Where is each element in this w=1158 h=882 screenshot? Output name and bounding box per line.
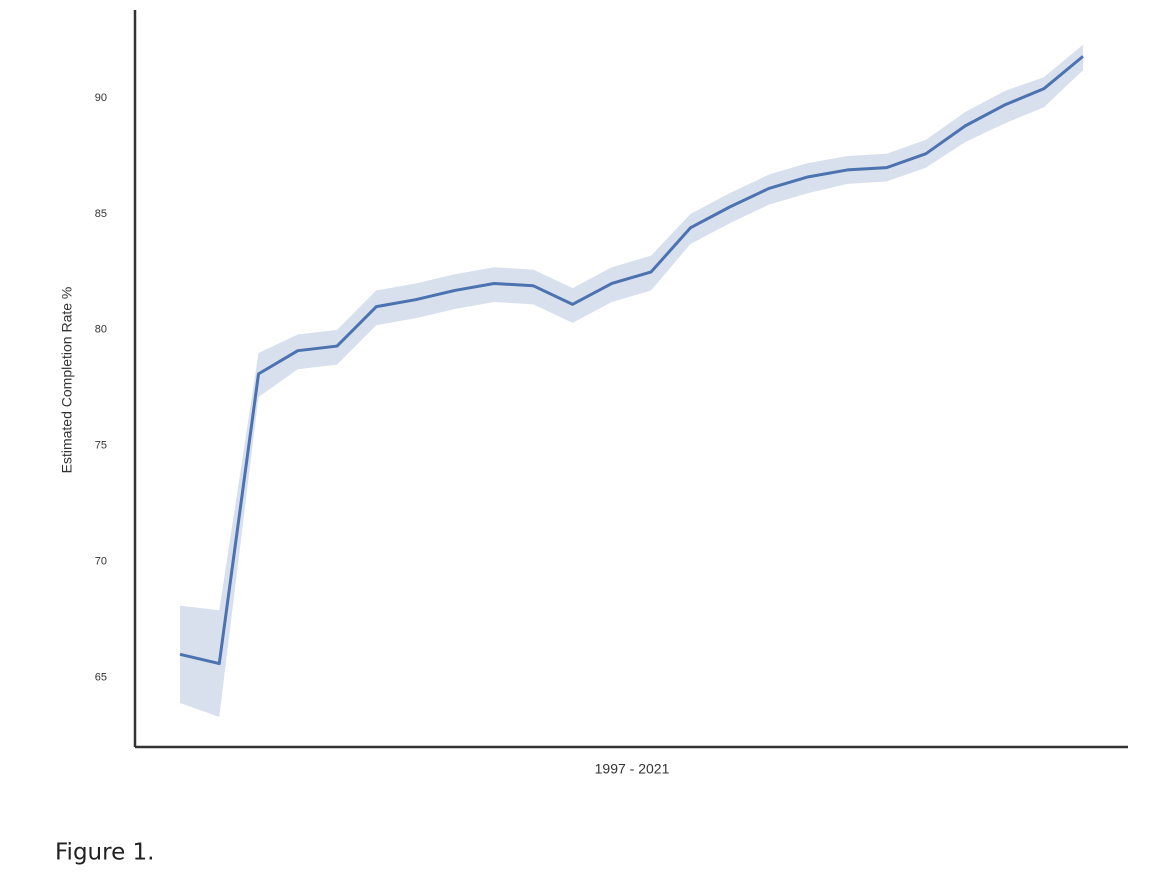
y-tick-label: 70 [95, 555, 107, 567]
y-tick-label: 85 [95, 208, 107, 220]
y-tick-label: 65 [95, 671, 107, 683]
confidence-band [180, 44, 1083, 717]
x-axis-label: 1997 - 2021 [595, 761, 670, 777]
y-axis-label: Estimated Completion Rate % [59, 287, 75, 474]
y-tick-label: 80 [95, 324, 107, 336]
y-tick-label: 90 [95, 92, 107, 104]
line [179, 55, 1084, 666]
y-tick-label: 75 [95, 440, 107, 452]
caption: Figure 1. [55, 840, 154, 866]
